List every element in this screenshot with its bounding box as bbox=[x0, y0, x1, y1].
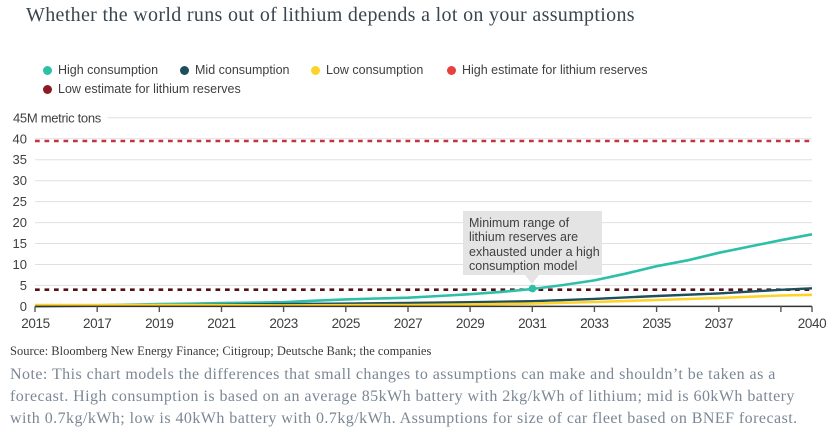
svg-text:2019: 2019 bbox=[145, 316, 173, 331]
svg-text:2023: 2023 bbox=[269, 316, 297, 331]
svg-text:15: 15 bbox=[13, 236, 27, 251]
svg-text:20: 20 bbox=[13, 215, 27, 230]
svg-text:2033: 2033 bbox=[580, 316, 608, 331]
svg-text:2025: 2025 bbox=[332, 316, 360, 331]
svg-text:40: 40 bbox=[13, 131, 27, 146]
svg-text:2037: 2037 bbox=[705, 316, 733, 331]
svg-text:25: 25 bbox=[13, 194, 27, 209]
svg-text:2027: 2027 bbox=[394, 316, 422, 331]
svg-text:2029: 2029 bbox=[456, 316, 484, 331]
svg-text:2021: 2021 bbox=[207, 316, 235, 331]
svg-text:0: 0 bbox=[20, 299, 27, 314]
svg-text:2035: 2035 bbox=[642, 316, 670, 331]
svg-text:10: 10 bbox=[13, 257, 27, 272]
svg-text:30: 30 bbox=[13, 173, 27, 188]
svg-text:2017: 2017 bbox=[83, 316, 111, 331]
svg-text:2015: 2015 bbox=[21, 316, 49, 331]
svg-text:45M metric tons: 45M metric tons bbox=[13, 111, 102, 126]
svg-text:35: 35 bbox=[13, 152, 27, 167]
svg-text:5: 5 bbox=[20, 278, 27, 293]
svg-text:2031: 2031 bbox=[518, 316, 546, 331]
svg-text:2040: 2040 bbox=[798, 316, 826, 331]
